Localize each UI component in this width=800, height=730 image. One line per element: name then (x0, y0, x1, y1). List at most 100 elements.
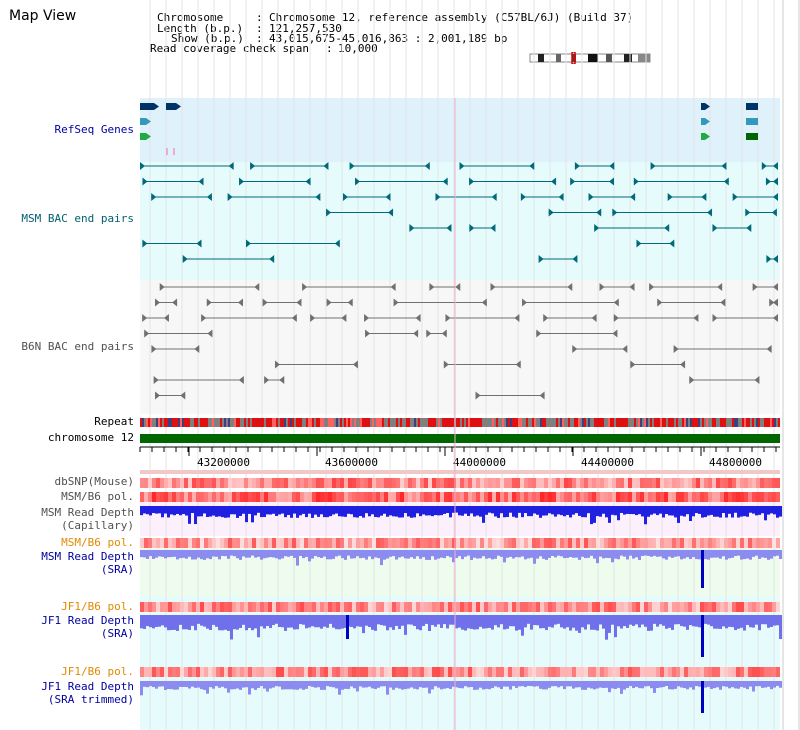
heat-cell (600, 492, 604, 502)
depth-bar (398, 615, 401, 629)
heat-cell (368, 492, 372, 502)
heat-cell (456, 492, 460, 502)
heat-cell (492, 538, 496, 548)
bac-end-marker (305, 177, 311, 186)
repeat-segment (400, 418, 402, 427)
heat-cell (692, 492, 696, 502)
depth-bar (452, 506, 455, 513)
heat-cell (232, 478, 236, 488)
heat-cell (336, 478, 340, 488)
heat-cell (384, 478, 388, 488)
depth-bar (758, 506, 761, 515)
repeat-segment (210, 418, 212, 427)
depth-bar (401, 550, 404, 557)
depth-bar (206, 615, 209, 629)
repeat-segment (428, 418, 430, 427)
heat-cell (484, 667, 488, 677)
depth-bar (395, 615, 398, 626)
heat-cell (424, 538, 428, 548)
depth-bar (707, 550, 710, 560)
jf1-b6-pol-track-2 (140, 667, 780, 677)
repeat-segment (572, 418, 574, 427)
heat-cell (688, 602, 692, 612)
repeat-segment (170, 418, 172, 427)
depth-bar (704, 681, 707, 688)
heat-cell (272, 602, 276, 612)
repeat-segment (202, 418, 204, 427)
b6n-bac-pairs-track (142, 283, 778, 400)
repeat-segment (442, 418, 444, 427)
chromosome-ideogram[interactable] (528, 52, 654, 64)
heat-cell (452, 538, 456, 548)
depth-bar (632, 681, 635, 689)
heat-cell (164, 478, 168, 488)
repeat-segment (280, 418, 282, 427)
bac-end-marker (613, 298, 619, 307)
heat-cell (572, 667, 576, 677)
depth-bar (773, 681, 776, 688)
heat-cell (696, 538, 700, 548)
depth-bar (485, 681, 488, 689)
heat-cell (692, 538, 696, 548)
repeat-segment (734, 418, 736, 427)
heat-cell (192, 667, 196, 677)
depth-bar (254, 506, 257, 516)
depth-bar (578, 550, 581, 560)
repeat-segment (662, 418, 664, 427)
heat-cell (568, 602, 572, 612)
repeat-segment (158, 418, 160, 427)
depth-bar (221, 506, 224, 518)
bac-end-marker (650, 162, 656, 170)
depth-bar (143, 550, 146, 558)
depth-bar (470, 550, 473, 560)
bac-end-marker (539, 391, 545, 400)
bac-end-marker (151, 345, 157, 353)
depth-bar (455, 550, 458, 559)
bac-end-marker (238, 376, 244, 384)
depth-bar (536, 550, 539, 559)
depth-bar (404, 550, 407, 559)
depth-bar (227, 681, 230, 693)
depth-bar (539, 615, 542, 629)
heat-cell (452, 492, 456, 502)
depth-bar (467, 550, 470, 556)
heat-cell (252, 538, 256, 548)
jf1-read-depth-trimmed-label: JF1 Read Depth (41, 680, 134, 693)
repeat-segment (198, 418, 200, 427)
bac-end-marker (529, 162, 535, 170)
heat-cell (148, 667, 152, 677)
repeat-segment (486, 418, 488, 427)
heat-cell (152, 492, 156, 502)
heat-cell (328, 667, 332, 677)
depth-bar (383, 681, 386, 687)
heat-cell (612, 538, 616, 548)
depth-bar (404, 615, 407, 635)
depth-bar (344, 615, 347, 628)
depth-bar (341, 681, 344, 690)
heat-cell (760, 478, 764, 488)
heat-cell (384, 667, 388, 677)
heat-cell (600, 478, 604, 488)
repeat-segment (580, 418, 582, 427)
depth-bar (230, 681, 233, 690)
heat-cell (572, 602, 576, 612)
depth-bar (530, 550, 533, 558)
depth-bar (536, 615, 539, 626)
depth-bar (242, 681, 245, 688)
heat-cell (540, 667, 544, 677)
depth-bar (503, 550, 506, 563)
repeat-segment (188, 418, 190, 427)
heat-cell (544, 478, 548, 488)
heat-cell (188, 478, 192, 488)
heat-cell (516, 602, 520, 612)
depth-bar (494, 506, 497, 517)
heat-cell (748, 492, 752, 502)
heat-cell (740, 492, 744, 502)
depth-bar (581, 506, 584, 518)
heat-cell (200, 492, 204, 502)
depth-bar (221, 550, 224, 556)
depth-bar (644, 615, 647, 627)
depth-bar (302, 681, 305, 690)
depth-bar (584, 550, 587, 559)
